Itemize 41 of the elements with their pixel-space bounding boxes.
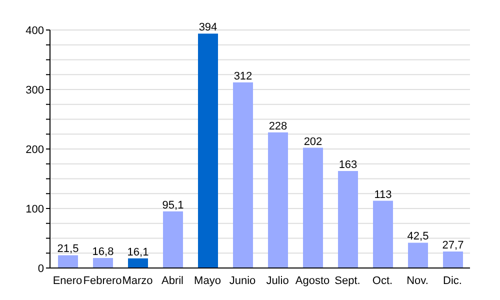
data-label: 163 [338,159,358,172]
bar [303,148,323,268]
x-tick-label: Abril [161,274,184,287]
bar [408,242,428,268]
y-tick-label: 200 [26,144,44,156]
data-label: 394 [198,22,218,34]
bar [58,255,78,268]
x-tick-label: Marzo [122,274,153,287]
bar [198,34,218,268]
x-tick-label: Febrero [83,274,122,287]
data-label: 42,5 [407,230,429,243]
data-label: 16,8 [92,246,114,258]
data-label: 228 [268,120,288,132]
x-tick-label: Enero [52,274,82,287]
data-label: 95,1 [162,199,184,212]
y-tick-label: 100 [26,203,44,216]
data-label: 202 [304,136,322,148]
x-tick-label: Oct. [372,274,393,287]
x-tick-label: Agosto [295,274,330,287]
y-tick-label: 300 [26,84,44,96]
bar [233,82,253,268]
x-tick-label: Mayo [194,274,221,287]
data-label: 113 [374,188,392,201]
data-label: 21,5 [57,243,79,256]
bar [163,211,183,268]
data-label: 16,1 [127,246,149,258]
bar [443,252,463,268]
y-tick-label: 400 [26,24,44,37]
data-label: 312 [234,70,252,82]
bar [93,258,113,268]
bar [373,200,393,268]
bar [338,171,358,268]
x-tick-label: Julio [266,274,289,287]
bar [268,132,288,268]
y-tick-label: 0 [38,262,44,275]
x-tick-label: Dic. [443,274,462,287]
bar [128,258,148,268]
x-tick-label: Sept. [334,274,360,287]
x-tick-label: Nov. [406,274,428,287]
data-label: 27,7 [442,240,464,252]
x-tick-label: Junio [229,274,256,287]
